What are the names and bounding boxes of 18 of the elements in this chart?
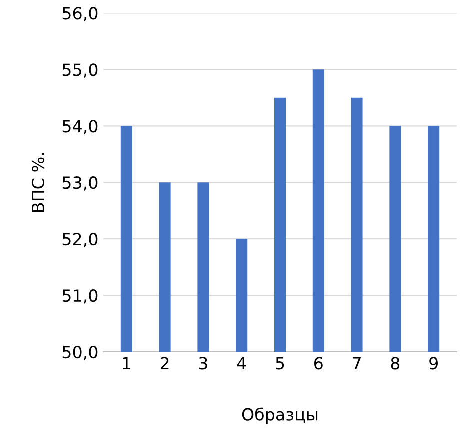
y-tick-label: 53,0 — [62, 176, 98, 191]
y-tick-label: 54,0 — [62, 120, 98, 134]
y-tick-label: 56,0 — [62, 7, 98, 22]
x-tick-label: 9 — [430, 357, 438, 370]
x-tick-label: 8 — [391, 357, 400, 370]
x-tick-label: 6 — [314, 357, 323, 370]
x-tick-label: 1 — [123, 357, 130, 370]
y-tick-label: 50,0 — [62, 346, 98, 360]
y-tick-label: 52,0 — [62, 233, 98, 248]
x-axis-title: Образцы — [242, 408, 318, 424]
x-tick-label: 4 — [237, 357, 246, 370]
x-tick-label: 5 — [276, 357, 284, 370]
x-tick-label: 3 — [199, 357, 208, 370]
y-axis-title: ВПС %. — [32, 153, 45, 212]
y-tick-label: 55,0 — [62, 64, 98, 78]
x-tick-label: 2 — [160, 357, 169, 370]
x-tick-label: 7 — [353, 357, 361, 370]
y-tick-label: 51,0 — [62, 289, 98, 304]
